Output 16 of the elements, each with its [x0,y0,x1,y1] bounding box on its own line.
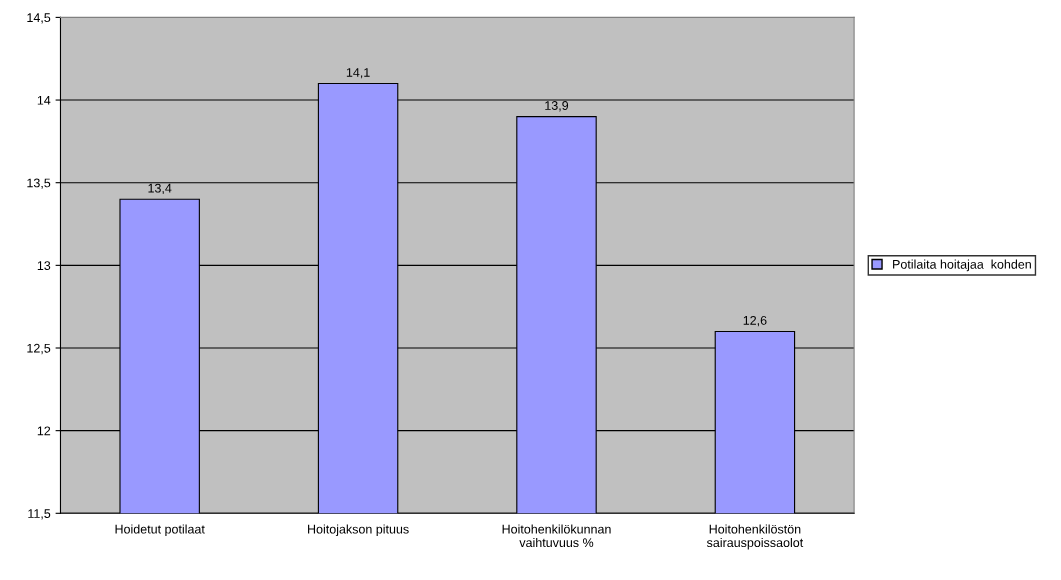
y-tick-label: 14 [37,95,51,105]
data-label: 14,1 [346,68,370,79]
x-tick-label: Hoitojakson pituus [308,524,409,537]
x-tick-label: Hoidetut potilaat [115,524,205,537]
y-tick-label: 11,5 [28,509,51,520]
x-tick-label: Hoitohenkilökunnan vaihtuvuus % [502,524,611,548]
legend-label: Potilaita hoitajaa kohden [893,259,1031,272]
y-tick-label: 12,5 [27,343,51,355]
y-tick-label: 14,5 [27,13,51,24]
y-tick-label: 13 [37,261,51,270]
data-label: 13,4 [148,183,172,195]
data-label: 12,6 [743,315,767,327]
y-tick-label: 13,5 [27,178,51,189]
x-tick-label: Hoitohenkilöstön sairauspoissaolot [706,524,804,550]
y-tick-label: 12 [37,426,51,436]
data-label: 13,9 [545,101,569,112]
